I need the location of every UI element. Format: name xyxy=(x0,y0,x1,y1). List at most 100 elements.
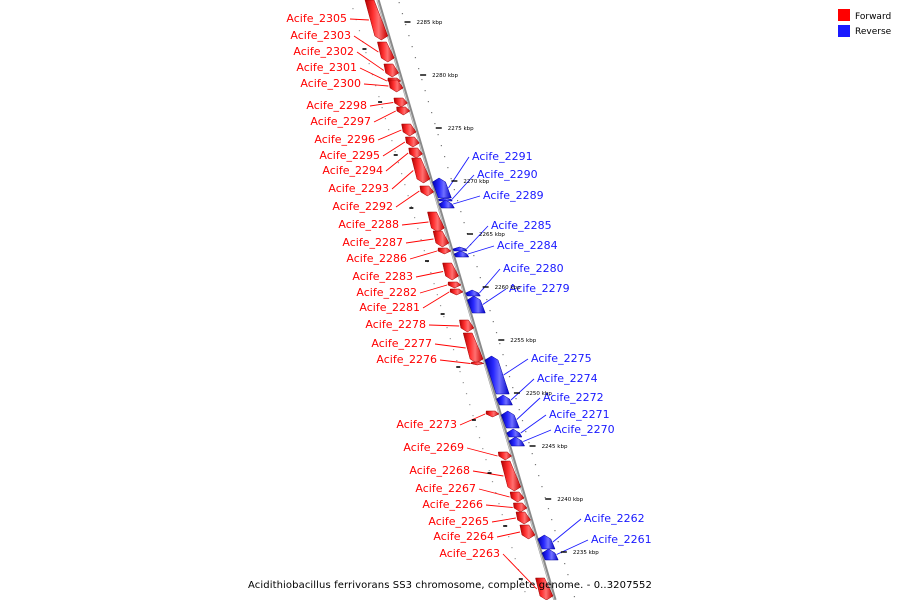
gene-block[interactable] xyxy=(408,147,423,159)
gene-label[interactable]: Acife_2267 xyxy=(415,482,476,495)
gene-label[interactable]: Acife_2302 xyxy=(293,45,354,58)
gene-block[interactable] xyxy=(388,79,404,93)
gene-block[interactable] xyxy=(447,281,462,289)
gene-block[interactable] xyxy=(515,511,531,525)
gene-block[interactable] xyxy=(500,460,522,492)
gene-label[interactable]: Acife_2284 xyxy=(497,239,558,252)
gene-label[interactable]: Acife_2268 xyxy=(409,464,470,477)
gene-block[interactable] xyxy=(419,185,435,197)
gene-label[interactable]: Acife_2266 xyxy=(422,498,483,511)
gene-block[interactable] xyxy=(377,41,395,63)
gene-block[interactable] xyxy=(411,157,431,184)
gene-label[interactable]: Acife_2270 xyxy=(554,423,615,436)
left-track-dot xyxy=(375,85,377,87)
gene-block[interactable] xyxy=(393,97,408,108)
genome-caption: Acidithiobacillus ferrivorans SS3 chromo… xyxy=(248,580,652,591)
gene-block[interactable] xyxy=(383,63,400,78)
gene-block[interactable] xyxy=(496,394,513,406)
gene-block[interactable] xyxy=(485,410,500,418)
gene-label[interactable]: Acife_2263 xyxy=(439,547,500,560)
gene-block[interactable] xyxy=(452,246,468,252)
gene-block[interactable] xyxy=(427,211,445,233)
gene-label[interactable]: Acife_2303 xyxy=(290,29,351,42)
gene-block[interactable] xyxy=(535,577,554,600)
gene-label[interactable]: Acife_2289 xyxy=(483,189,544,202)
left-track-dot xyxy=(401,173,403,175)
gene-label[interactable]: Acife_2279 xyxy=(509,282,570,295)
gene-label[interactable]: Acife_2283 xyxy=(352,270,413,283)
left-track-dot xyxy=(430,272,432,274)
gene-leader-line xyxy=(510,378,535,401)
gene-block[interactable] xyxy=(498,451,513,461)
gene-label[interactable]: Acife_2287 xyxy=(342,236,403,249)
gene-label[interactable]: Acife_2297 xyxy=(310,115,371,128)
gene-label[interactable]: Acife_2280 xyxy=(503,262,564,275)
gene-label[interactable]: Acife_2277 xyxy=(371,337,432,350)
gene-block[interactable] xyxy=(401,123,417,137)
gene-block[interactable] xyxy=(449,288,464,296)
gene-block[interactable] xyxy=(509,491,525,503)
gene-block[interactable] xyxy=(470,361,485,366)
gene-label[interactable]: Acife_2301 xyxy=(296,61,357,74)
gene-label[interactable]: Acife_2282 xyxy=(356,286,417,299)
gene-label[interactable]: Acife_2261 xyxy=(591,533,652,546)
gene-block[interactable] xyxy=(442,262,459,281)
gene-label[interactable]: Acife_2288 xyxy=(338,218,399,231)
gene-block[interactable] xyxy=(462,332,484,364)
gene-label[interactable]: Acife_2276 xyxy=(376,353,437,366)
gene-label[interactable]: Acife_2295 xyxy=(319,149,380,162)
gene-block[interactable] xyxy=(508,436,526,447)
gene-label[interactable]: Acife_2290 xyxy=(477,168,538,181)
gene-label[interactable]: Acife_2271 xyxy=(549,408,610,421)
gene-label[interactable]: Acife_2305 xyxy=(286,12,347,25)
gene-label[interactable]: Acife_2291 xyxy=(472,150,533,163)
gene-label[interactable]: Acife_2278 xyxy=(365,318,426,331)
scale-dot xyxy=(437,134,439,136)
gene-block[interactable] xyxy=(465,289,481,297)
gene-label[interactable]: Acife_2273 xyxy=(396,418,457,431)
gene-leader-line xyxy=(466,447,498,457)
gene-label[interactable]: Acife_2285 xyxy=(491,219,552,232)
scale-dot xyxy=(421,79,423,81)
gene-block[interactable] xyxy=(437,247,452,255)
gene-block[interactable] xyxy=(466,295,486,314)
gene-block[interactable] xyxy=(484,355,510,395)
gene-block[interactable] xyxy=(432,230,450,248)
gene-block[interactable] xyxy=(405,136,420,148)
gene-leader-line xyxy=(485,504,513,508)
gene-label[interactable]: Acife_2274 xyxy=(537,372,598,385)
gene-block[interactable] xyxy=(519,524,536,540)
gene-block[interactable] xyxy=(513,502,528,513)
gene-label[interactable]: Acife_2269 xyxy=(403,441,464,454)
label-leader-lines xyxy=(349,18,589,590)
gene-label[interactable]: Acife_2298 xyxy=(306,99,367,112)
gene-label[interactable]: Acife_2296 xyxy=(314,133,375,146)
gene-block[interactable] xyxy=(396,106,411,116)
gene-block[interactable] xyxy=(453,250,470,258)
gene-label[interactable]: Acife_2275 xyxy=(531,352,592,365)
gene-label[interactable]: Acife_2294 xyxy=(322,164,383,177)
gene-block[interactable] xyxy=(364,0,389,41)
gene-block[interactable] xyxy=(541,548,559,561)
gene-leader-line xyxy=(385,152,409,172)
gene-leader-line xyxy=(448,156,470,189)
gene-label[interactable]: Acife_2286 xyxy=(346,252,407,265)
left-track-dot xyxy=(514,558,516,560)
gene-label[interactable]: Acife_2300 xyxy=(300,77,361,90)
gene-label[interactable]: Acife_2262 xyxy=(584,512,645,525)
gene-label[interactable]: Acife_2293 xyxy=(328,182,389,195)
gene-block[interactable] xyxy=(438,199,455,209)
left-track-dot xyxy=(472,415,474,417)
gene-leader-line xyxy=(356,51,385,71)
gene-label[interactable]: Acife_2281 xyxy=(359,301,420,314)
gene-label[interactable]: Acife_2272 xyxy=(543,391,604,404)
gene-label[interactable]: Acife_2292 xyxy=(332,200,393,213)
left-track-dot xyxy=(384,118,387,120)
gene-block[interactable] xyxy=(459,319,475,333)
gene-label[interactable]: Acife_2264 xyxy=(433,530,494,543)
chromosome-backbone xyxy=(376,0,557,600)
gene-block[interactable] xyxy=(506,428,523,438)
gene-block[interactable] xyxy=(500,410,520,429)
gene-label[interactable]: Acife_2265 xyxy=(428,515,489,528)
gene-leader-line xyxy=(516,397,541,420)
